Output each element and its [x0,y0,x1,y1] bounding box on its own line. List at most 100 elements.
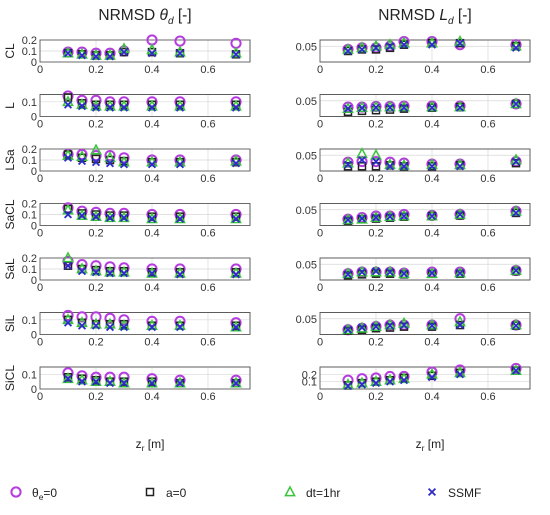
x-tick-label: 0.4 [144,64,159,76]
series-ssmf [343,155,521,171]
x-tick-label: 0.2 [368,337,383,349]
x-tick-label: 0 [37,228,43,240]
point-ssmf [385,268,395,277]
y-tick-label: 0.2 [22,199,37,211]
x-tick-label: 0 [317,337,323,349]
point-ssmf [511,366,521,375]
point-dt [510,364,522,376]
point-theta [398,157,410,169]
point-ssmf [399,103,409,112]
point-ssmf [357,380,367,389]
point-theta [510,362,522,375]
series-ssmf [63,153,241,169]
point-ssmf [385,377,395,386]
point-theta [104,312,116,324]
point-dt [356,265,368,277]
point-dt [426,209,438,221]
x-tick-label: 0.4 [424,119,439,131]
y-tick-label: 0.2 [302,369,317,381]
point-ssmf [231,270,241,279]
series-ssmf [63,261,241,279]
y-tick-label: 0 [31,330,37,342]
point-theta [76,148,88,161]
axes-border [39,312,251,335]
point-ssmf [511,321,521,330]
x-tick-label: 0.6 [480,228,495,240]
axes-border [319,39,531,63]
x-tick-label: 0.6 [480,64,495,76]
x-tick-label: 0.4 [424,228,439,240]
x-tick-label: 0 [37,173,43,185]
y-axis-label: SaL [3,258,17,280]
point-ssmf [511,157,521,166]
y-tick-label: 0 [31,57,37,69]
point-dt [356,147,368,159]
x-tick-label: 0.2 [368,282,383,294]
point-ssmf [63,49,73,58]
point-ssmf [175,270,185,279]
point-dt [104,211,116,223]
point-ssmf [175,323,185,332]
point-dt [510,263,522,275]
point-theta [104,261,116,273]
legend: θe=0 a=0 dt=1hr SSMF [10,485,481,502]
point-ssmf [105,103,115,112]
y-tick-label: 0.1 [22,210,37,222]
x-tick-label: 0 [37,119,43,131]
axes-border [39,39,251,63]
y-tick-label: 0.1 [22,315,37,327]
x-tick-label: 0.2 [368,119,383,131]
y-tick-label: 0.1 [302,377,317,389]
point-ssmf [399,212,409,221]
x-tick-label: 0.6 [480,391,495,403]
point-dt [370,320,382,331]
legend-marker-dt [284,485,296,497]
x-tick-label: 0.6 [200,64,215,76]
point-ssmf [399,269,409,278]
point-ssmf [91,158,101,167]
x-tick-label: 0.6 [200,119,215,131]
point-ssmf [385,212,395,221]
point-ssmf [385,42,395,51]
point-ssmf [357,155,367,165]
point-ssmf [385,103,395,112]
series-ssmf [343,99,521,113]
x-tick-label: 0.6 [200,282,215,294]
point-theta [62,309,74,322]
x-tick-label: 0.2 [88,391,103,403]
series-ssmf [63,210,241,223]
point-ssmf [427,162,437,171]
column-title-1: NRMSD θd [-] [98,7,191,27]
x-tick-label: 0.6 [480,173,495,185]
point-ssmf [63,318,73,327]
point-ssmf [343,382,353,391]
legend-marker-theta [10,486,22,498]
point-ssmf [399,40,409,49]
point-ssmf [385,162,395,171]
point-dt [230,376,242,388]
panel-2-5: 0 0.2 0.4 0.6 0.05 [296,257,531,294]
point-ssmf [147,323,157,332]
point-ssmf [343,215,353,224]
x-tick-label: 0.6 [200,173,215,185]
point-ssmf [147,379,157,388]
y-tick-label: 0.05 [296,205,317,217]
point-ssmf [399,321,409,330]
point-dt [146,376,158,388]
x-tick-label: 0.6 [200,337,215,349]
x-tick-label: 0.4 [144,119,159,131]
x-tick-label: 0.2 [88,119,103,131]
point-dt [118,211,130,223]
point-dt [62,372,74,384]
point-theta [76,259,88,271]
point-dt [384,210,396,222]
panel-2-2: 0 0.2 0.4 0.6 0.05 [296,94,531,131]
point-dt [370,148,382,160]
point-ssmf [175,49,185,58]
axes-border [319,257,531,281]
point-ssmf [511,99,521,108]
